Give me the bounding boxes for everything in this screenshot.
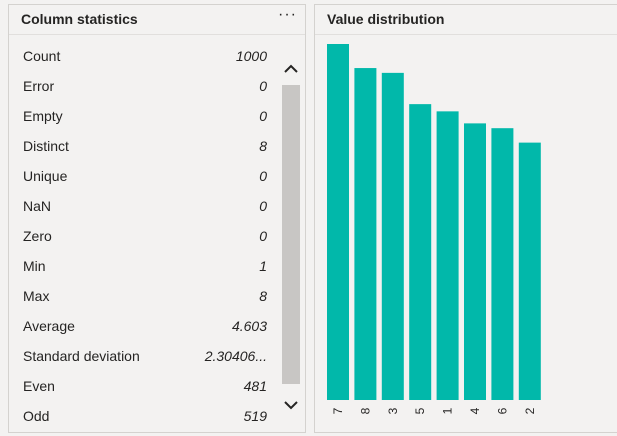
x-tick-label: 2	[523, 407, 537, 414]
stat-label: Distinct	[23, 138, 69, 154]
stat-row: Average 4.603	[9, 311, 281, 341]
stat-label: Min	[23, 258, 46, 274]
value-distribution-chart: 7 8 3 5 1 4 6 2	[327, 44, 541, 414]
stat-label: Max	[23, 288, 50, 304]
stat-label: Average	[23, 318, 75, 334]
stat-value: 8	[259, 138, 267, 154]
stat-row: Standard deviation 2.30406...	[9, 341, 281, 371]
stat-value: 0	[259, 168, 267, 184]
stat-row: Count 1000	[9, 41, 281, 71]
x-tick-label: 1	[441, 407, 455, 414]
chevron-up-icon[interactable]	[281, 57, 301, 79]
x-tick-label: 3	[386, 407, 400, 414]
chevron-down-icon[interactable]	[281, 395, 301, 417]
stat-value: 1	[259, 258, 267, 274]
stat-label: Odd	[23, 408, 50, 424]
stat-label: Error	[23, 78, 55, 94]
value-distribution-title: Value distribution	[327, 11, 445, 27]
stat-row: Empty 0	[9, 101, 281, 131]
x-tick-label: 6	[495, 407, 509, 414]
stat-value: 0	[259, 198, 267, 214]
stat-row: Min 1	[9, 251, 281, 281]
stat-value: 0	[259, 228, 267, 244]
bar-4[interactable]	[464, 123, 486, 400]
value-distribution-panel: Value distribution 7 8 3 5 1 4 6 2	[314, 4, 617, 433]
stat-row: Distinct 8	[9, 131, 281, 161]
stat-value: 4.603	[231, 318, 267, 334]
x-tick-label: 4	[468, 407, 482, 414]
stat-row: Odd 519	[9, 401, 281, 431]
stat-value: 0	[259, 108, 267, 124]
x-tick-label: 8	[358, 407, 372, 414]
stat-label: Empty	[23, 108, 63, 124]
more-options-icon[interactable]: ···	[278, 6, 297, 23]
bar-5[interactable]	[409, 104, 432, 400]
stat-label: Zero	[23, 228, 52, 244]
bar-2[interactable]	[518, 142, 541, 400]
stat-value: 1000	[235, 48, 267, 64]
stat-value: 8	[259, 288, 267, 304]
stat-row: Unique 0	[9, 161, 281, 191]
bar-8[interactable]	[354, 68, 377, 401]
statistics-scrollbar[interactable]	[281, 57, 301, 417]
stat-label: Unique	[23, 168, 68, 184]
bar-1[interactable]	[436, 111, 459, 400]
bar-7[interactable]	[327, 44, 349, 400]
stat-label: NaN	[23, 198, 52, 214]
x-tick-label: 7	[331, 407, 345, 414]
stat-label: Standard deviation	[23, 348, 140, 364]
stat-value: 2.30406...	[204, 348, 267, 364]
statistics-list: Count 1000 Error 0 Empty 0 Distinct 8 Unique 0 NaN…	[9, 41, 281, 431]
stat-value: 481	[243, 378, 267, 394]
stat-row: Zero 0	[9, 221, 281, 251]
scrollbar-thumb[interactable]	[282, 85, 300, 384]
stat-row: Even 481	[9, 371, 281, 401]
column-statistics-panel: Column statistics ··· Count 1000 Error 0 Emp…	[8, 4, 306, 433]
x-tick-label: 5	[413, 407, 427, 414]
stat-value: 519	[243, 408, 267, 424]
column-statistics-title: Column statistics	[21, 11, 138, 27]
value-distribution-header: Value distribution	[315, 5, 617, 35]
stat-value: 0	[259, 78, 267, 94]
column-statistics-header: Column statistics ···	[9, 5, 305, 35]
stat-row: Max 8	[9, 281, 281, 311]
stat-row: NaN 0	[9, 191, 281, 221]
bar-3[interactable]	[381, 72, 404, 400]
stat-label: Even	[23, 378, 55, 394]
bar-6[interactable]	[491, 128, 514, 400]
stat-label: Count	[23, 48, 61, 64]
stat-row: Error 0	[9, 71, 281, 101]
